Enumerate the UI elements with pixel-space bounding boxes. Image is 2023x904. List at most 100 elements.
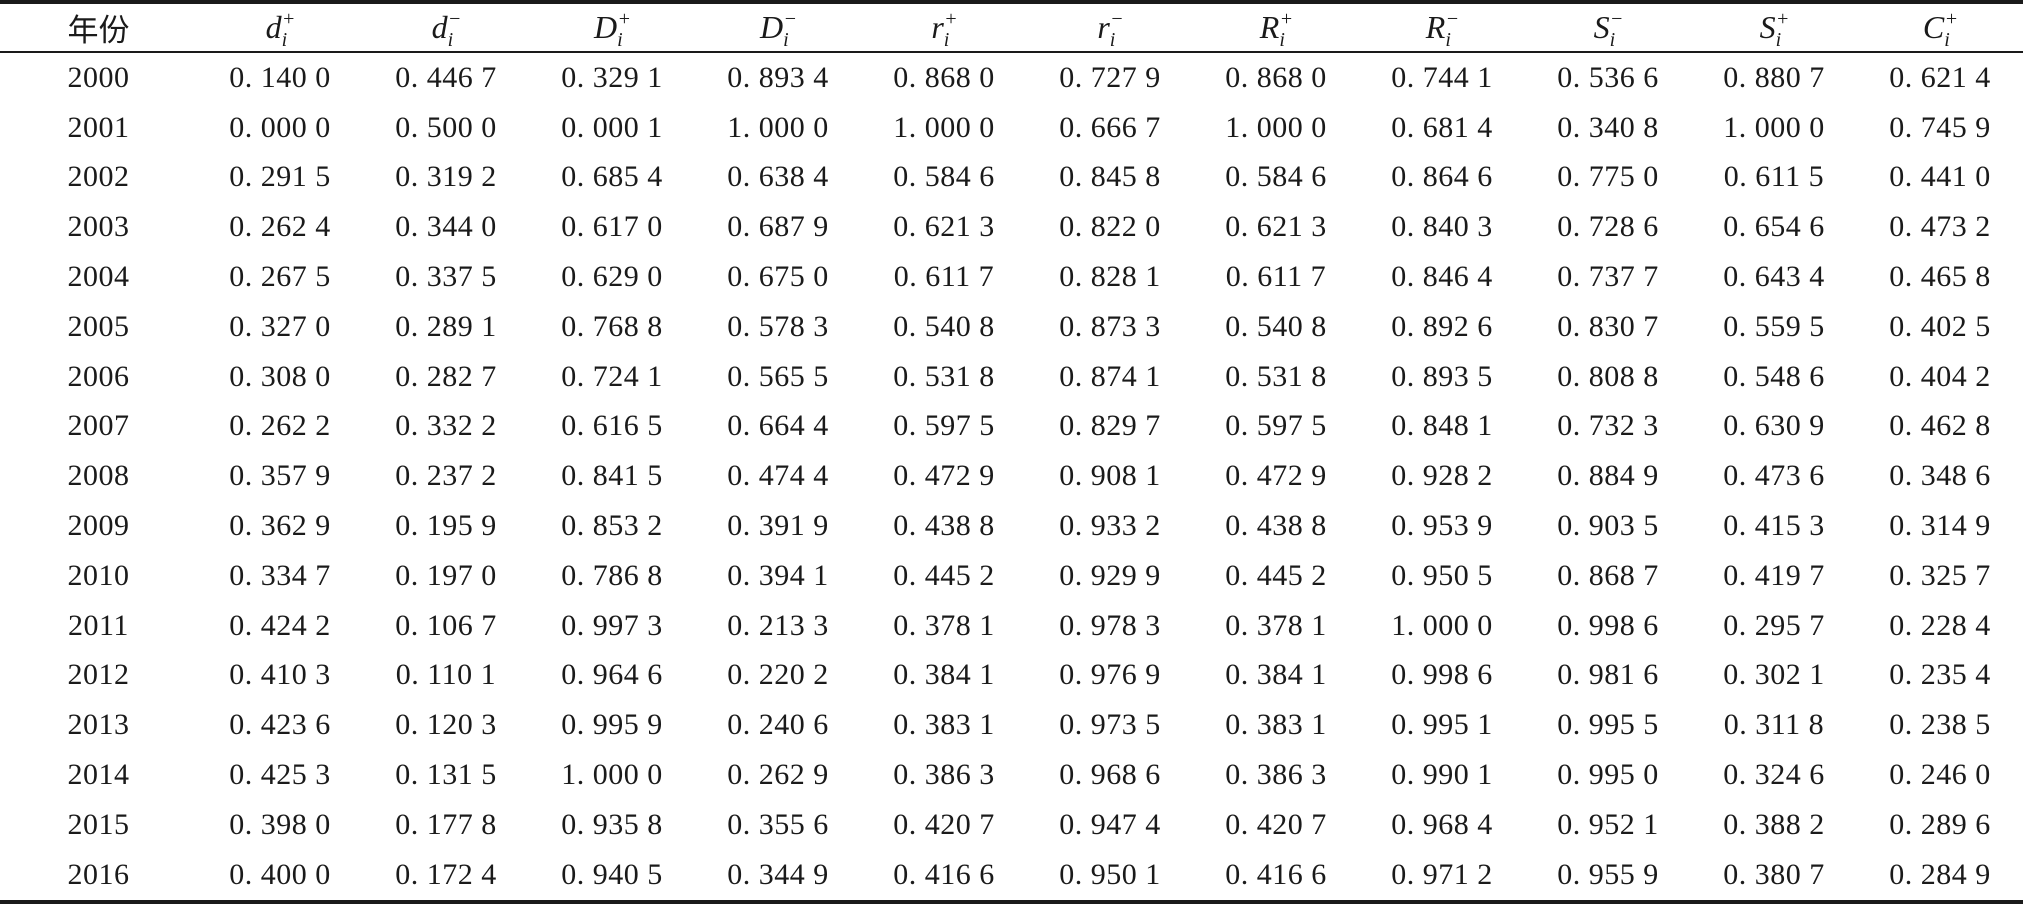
value-cell: 0. 597 5 xyxy=(893,409,995,443)
value-cell: 0. 120 3 xyxy=(395,708,497,742)
header-superscript: + xyxy=(1945,8,1958,30)
value-cell: 0. 419 7 xyxy=(1723,558,1825,592)
value-cell: 0. 000 0 xyxy=(229,110,331,144)
value-cell: 0. 438 8 xyxy=(1225,509,1327,543)
year-cell: 2008 xyxy=(67,459,130,493)
value-cell: 0. 611 7 xyxy=(1225,260,1327,294)
value-cell: 0. 873 3 xyxy=(1059,309,1161,343)
header-symbol: S xyxy=(1593,9,1610,45)
value-cell: 0. 868 7 xyxy=(1557,558,1659,592)
value-cell: 0. 638 4 xyxy=(727,160,829,194)
column-header: Di+ xyxy=(529,2,695,52)
value-cell: 0. 732 3 xyxy=(1557,409,1659,443)
value-cell: 0. 617 0 xyxy=(561,210,663,244)
value-cell: 0. 968 6 xyxy=(1059,758,1161,792)
value-cell: 0. 195 9 xyxy=(395,509,497,543)
table-row: 2013 0. 423 6 0. 120 3 0. 995 9 0. 240 6 0. 3… xyxy=(0,700,2023,750)
table-header-row: 年份 di+ di− Di+ Di− ri+ ri− Ri+ Ri− Si− Si+ Ci+ xyxy=(0,2,2023,52)
year-cell: 2003 xyxy=(67,210,130,244)
header-symbol: d xyxy=(431,9,448,45)
value-cell: 0. 685 4 xyxy=(561,160,663,194)
value-cell: 0. 391 9 xyxy=(727,509,829,543)
value-cell: 0. 621 4 xyxy=(1889,60,1991,94)
header-symbol: R xyxy=(1259,9,1280,45)
value-cell: 0. 976 9 xyxy=(1059,658,1161,692)
value-cell: 0. 416 6 xyxy=(1225,857,1327,891)
table-row: 2012 0. 410 3 0. 110 1 0. 964 6 0. 220 2 0. 3… xyxy=(0,651,2023,701)
value-cell: 0. 262 9 xyxy=(727,758,829,792)
value-cell: 0. 380 7 xyxy=(1723,857,1825,891)
value-cell: 0. 295 7 xyxy=(1723,608,1825,642)
value-cell: 0. 420 7 xyxy=(893,807,995,841)
column-header: Ri− xyxy=(1359,2,1525,52)
value-cell: 0. 404 2 xyxy=(1889,359,1991,393)
value-cell: 0. 110 1 xyxy=(395,658,497,692)
value-cell: 0. 319 2 xyxy=(395,160,497,194)
value-cell: 0. 822 0 xyxy=(1059,210,1161,244)
value-cell: 0. 868 0 xyxy=(893,60,995,94)
value-cell: 0. 935 8 xyxy=(561,807,663,841)
header-subscript: i xyxy=(1279,29,1285,51)
value-cell: 0. 262 2 xyxy=(229,409,331,443)
year-cell: 2005 xyxy=(67,309,130,343)
value-cell: 0. 383 1 xyxy=(893,708,995,742)
value-cell: 0. 289 1 xyxy=(395,309,497,343)
value-cell: 0. 384 1 xyxy=(893,658,995,692)
table-row: 2006 0. 308 0 0. 282 7 0. 724 1 0. 565 5 0. 5… xyxy=(0,352,2023,402)
value-cell: 0. 630 9 xyxy=(1723,409,1825,443)
value-cell: 0. 172 4 xyxy=(395,857,497,891)
table-row: 2002 0. 291 5 0. 319 2 0. 685 4 0. 638 4 0. 5… xyxy=(0,153,2023,203)
value-cell: 1. 000 0 xyxy=(1225,110,1327,144)
header-superscript: + xyxy=(1280,8,1293,30)
value-cell: 0. 964 6 xyxy=(561,658,663,692)
value-cell: 0. 131 5 xyxy=(395,758,497,792)
value-cell: 0. 892 6 xyxy=(1391,309,1493,343)
value-cell: 0. 724 1 xyxy=(561,359,663,393)
table-row: 2015 0. 398 0 0. 177 8 0. 935 8 0. 355 6 0. 4… xyxy=(0,800,2023,850)
value-cell: 0. 611 5 xyxy=(1723,160,1825,194)
value-cell: 0. 953 9 xyxy=(1391,509,1493,543)
value-cell: 0. 846 4 xyxy=(1391,260,1493,294)
header-symbol: D xyxy=(760,9,784,45)
value-cell: 0. 744 1 xyxy=(1391,60,1493,94)
value-cell: 0. 621 3 xyxy=(893,210,995,244)
value-cell: 0. 402 5 xyxy=(1889,309,1991,343)
value-cell: 0. 597 5 xyxy=(1225,409,1327,443)
value-cell: 0. 737 7 xyxy=(1557,260,1659,294)
value-cell: 0. 884 9 xyxy=(1557,459,1659,493)
value-cell: 0. 238 5 xyxy=(1889,708,1991,742)
header-superscript: − xyxy=(784,8,796,30)
value-cell: 0. 853 2 xyxy=(561,509,663,543)
value-cell: 0. 388 2 xyxy=(1723,807,1825,841)
value-cell: 0. 998 6 xyxy=(1391,658,1493,692)
table-body: 2000 0. 140 0 0. 446 7 0. 329 1 0. 893 4 0. 8… xyxy=(0,52,2023,902)
header-superscript: + xyxy=(1777,8,1789,30)
value-cell: 0. 220 2 xyxy=(727,658,829,692)
header-subscript: i xyxy=(1445,29,1451,51)
value-cell: 0. 441 0 xyxy=(1889,160,1991,194)
year-cell: 2013 xyxy=(67,708,130,742)
year-cell: 2011 xyxy=(68,608,129,642)
value-cell: 0. 745 9 xyxy=(1889,110,1991,144)
value-cell: 0. 611 7 xyxy=(893,260,995,294)
value-cell: 0. 500 0 xyxy=(395,110,497,144)
value-cell: 0. 864 6 xyxy=(1391,160,1493,194)
value-cell: 0. 981 6 xyxy=(1557,658,1659,692)
value-cell: 0. 548 6 xyxy=(1723,359,1825,393)
value-cell: 0. 848 1 xyxy=(1391,409,1493,443)
header-superscript: − xyxy=(1111,8,1123,30)
value-cell: 0. 629 0 xyxy=(561,260,663,294)
value-cell: 0. 998 6 xyxy=(1557,608,1659,642)
value-cell: 0. 340 8 xyxy=(1557,110,1659,144)
value-cell: 0. 893 4 xyxy=(727,60,829,94)
table-row: 2005 0. 327 0 0. 289 1 0. 768 8 0. 578 3 0. 5… xyxy=(0,302,2023,352)
value-cell: 0. 329 1 xyxy=(561,60,663,94)
value-cell: 0. 473 2 xyxy=(1889,210,1991,244)
value-cell: 0. 995 0 xyxy=(1557,758,1659,792)
value-cell: 0. 415 3 xyxy=(1723,509,1825,543)
value-cell: 0. 311 8 xyxy=(1723,708,1825,742)
table-row: 2014 0. 425 3 0. 131 5 1. 000 0 0. 262 9 0. 3… xyxy=(0,750,2023,800)
value-cell: 0. 565 5 xyxy=(727,359,829,393)
value-cell: 0. 841 5 xyxy=(561,459,663,493)
value-cell: 0. 874 1 xyxy=(1059,359,1161,393)
